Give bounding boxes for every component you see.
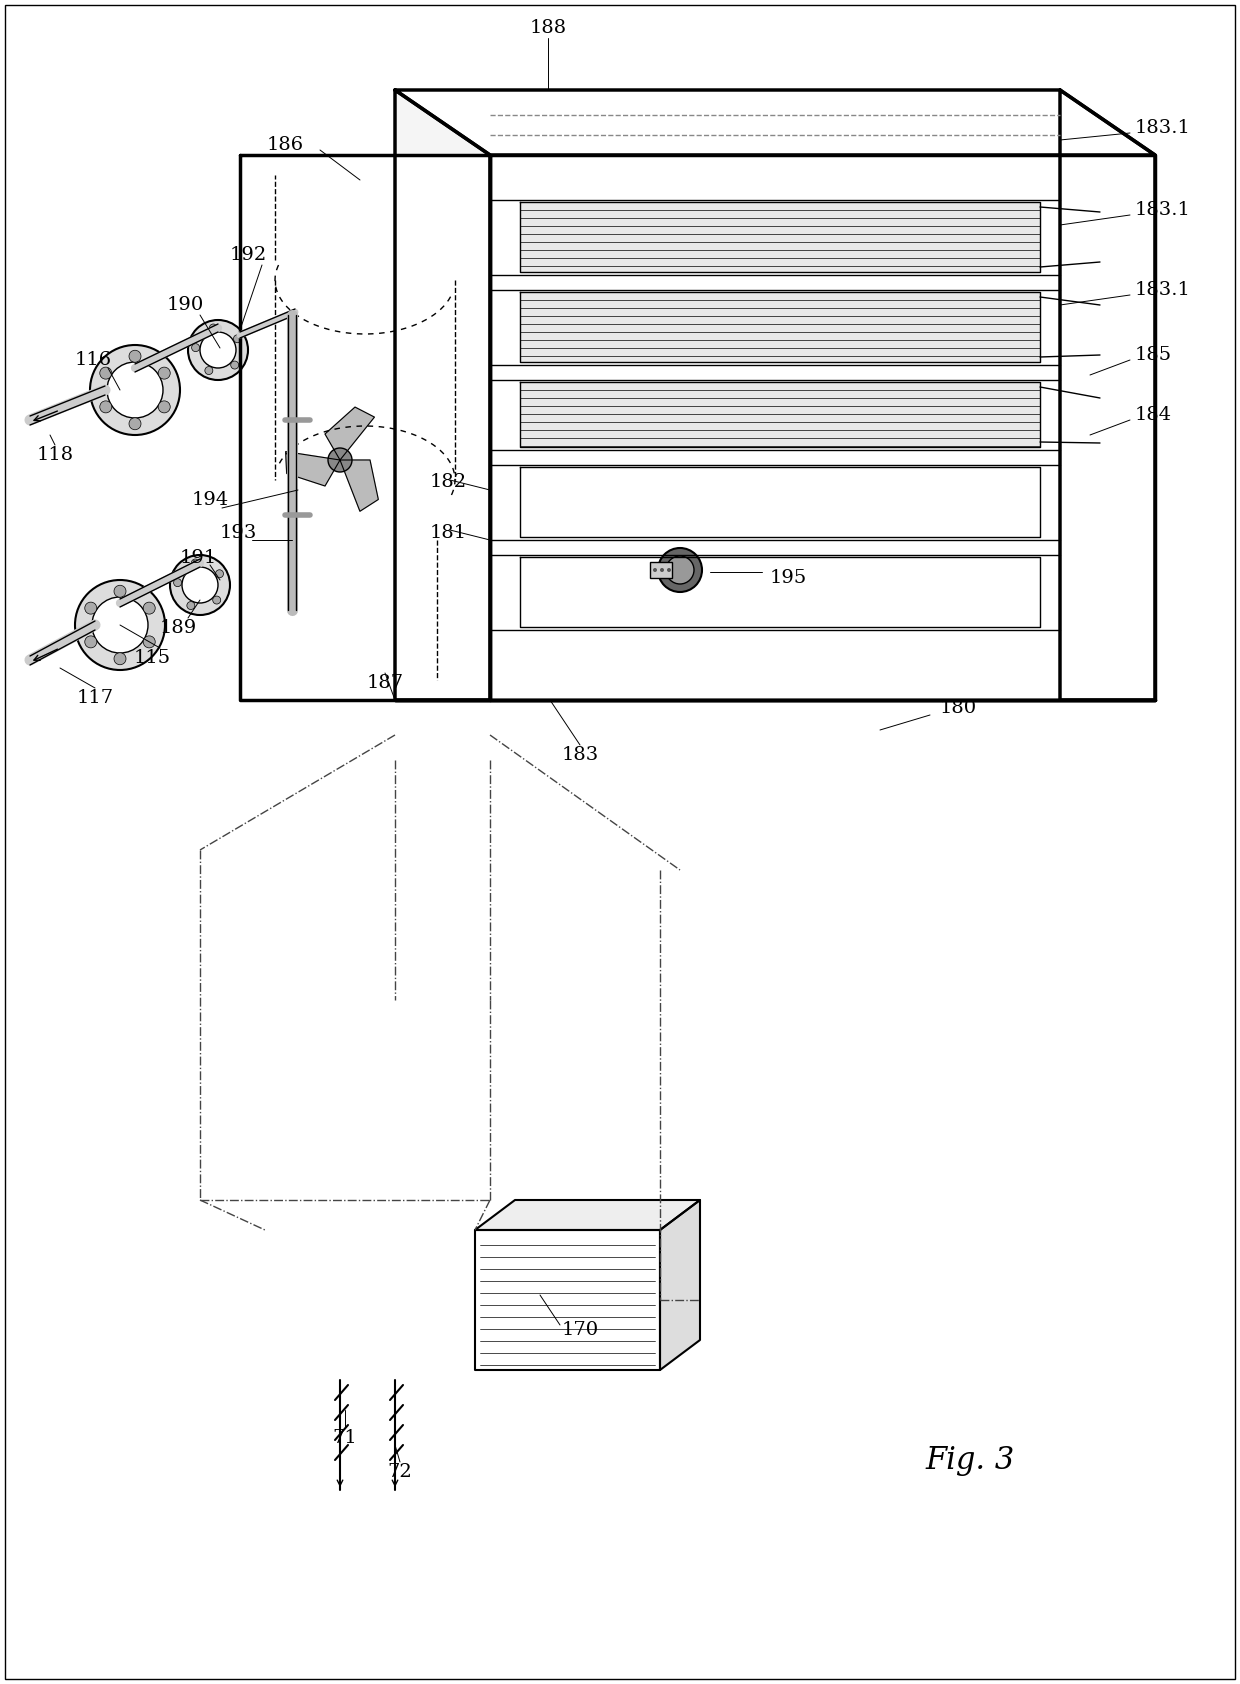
Text: 185: 185 xyxy=(1135,345,1172,364)
Polygon shape xyxy=(520,291,1040,362)
Text: 192: 192 xyxy=(229,246,267,264)
Circle shape xyxy=(216,569,223,578)
Circle shape xyxy=(210,323,217,332)
Text: 183.1: 183.1 xyxy=(1135,281,1190,300)
Circle shape xyxy=(170,556,229,615)
Circle shape xyxy=(653,568,657,573)
Text: 194: 194 xyxy=(191,492,228,509)
Text: 117: 117 xyxy=(77,689,114,707)
Text: 118: 118 xyxy=(36,446,73,465)
Circle shape xyxy=(159,401,170,413)
Bar xyxy=(650,562,672,578)
Circle shape xyxy=(188,320,248,381)
Polygon shape xyxy=(475,1201,701,1229)
Circle shape xyxy=(91,345,180,434)
Circle shape xyxy=(658,547,702,593)
Circle shape xyxy=(182,568,218,603)
Circle shape xyxy=(329,448,352,472)
Circle shape xyxy=(213,596,221,605)
Circle shape xyxy=(114,653,126,665)
Circle shape xyxy=(159,367,170,379)
Text: 193: 193 xyxy=(219,524,257,542)
Text: 188: 188 xyxy=(529,19,567,37)
Text: 189: 189 xyxy=(160,620,197,637)
Circle shape xyxy=(107,362,162,418)
Circle shape xyxy=(174,579,181,586)
Circle shape xyxy=(129,418,141,429)
Circle shape xyxy=(99,401,112,413)
Polygon shape xyxy=(490,155,1154,701)
Circle shape xyxy=(192,344,200,352)
Polygon shape xyxy=(475,1229,660,1371)
Circle shape xyxy=(99,367,112,379)
Polygon shape xyxy=(396,89,1154,155)
Text: 71: 71 xyxy=(332,1430,357,1447)
Circle shape xyxy=(191,559,200,568)
Circle shape xyxy=(233,335,242,344)
Circle shape xyxy=(667,568,671,573)
Polygon shape xyxy=(340,460,378,512)
Circle shape xyxy=(74,579,165,670)
Text: 184: 184 xyxy=(1135,406,1172,424)
Circle shape xyxy=(84,637,97,648)
Circle shape xyxy=(205,367,213,374)
Circle shape xyxy=(187,601,195,610)
Circle shape xyxy=(660,568,663,573)
Polygon shape xyxy=(1060,89,1154,701)
Circle shape xyxy=(231,360,239,369)
Text: 180: 180 xyxy=(940,699,977,717)
Text: 170: 170 xyxy=(562,1320,599,1339)
Text: 183.1: 183.1 xyxy=(1135,120,1190,136)
Text: 186: 186 xyxy=(267,136,304,153)
Circle shape xyxy=(92,598,148,653)
Polygon shape xyxy=(285,451,340,487)
Text: 115: 115 xyxy=(134,648,171,667)
Text: 182: 182 xyxy=(430,473,467,492)
Text: 187: 187 xyxy=(367,674,403,692)
Circle shape xyxy=(144,637,155,648)
Text: Fig. 3: Fig. 3 xyxy=(925,1445,1014,1475)
Text: 191: 191 xyxy=(180,549,217,568)
Text: 195: 195 xyxy=(770,569,807,588)
Text: 183: 183 xyxy=(562,746,599,765)
Circle shape xyxy=(666,556,694,584)
Polygon shape xyxy=(520,382,1040,446)
Text: 181: 181 xyxy=(430,524,467,542)
Circle shape xyxy=(200,332,236,369)
Text: 183.1: 183.1 xyxy=(1135,200,1190,219)
Polygon shape xyxy=(325,408,374,460)
Text: 190: 190 xyxy=(166,296,203,313)
Circle shape xyxy=(114,586,126,598)
Text: 72: 72 xyxy=(388,1463,413,1480)
Polygon shape xyxy=(520,202,1040,273)
Polygon shape xyxy=(396,89,490,701)
Polygon shape xyxy=(660,1201,701,1371)
Circle shape xyxy=(144,603,155,615)
Text: 116: 116 xyxy=(74,350,112,369)
Circle shape xyxy=(84,603,97,615)
Polygon shape xyxy=(241,155,490,701)
Circle shape xyxy=(129,350,141,362)
